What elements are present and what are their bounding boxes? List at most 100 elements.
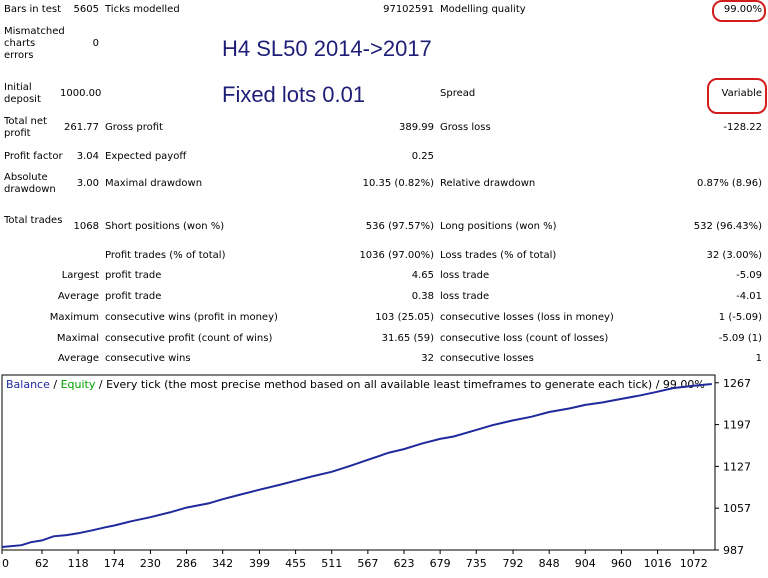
annotation-lots: Fixed lots 0.01 xyxy=(222,82,366,107)
report-row-7-v3: 32 (3.00%) xyxy=(706,250,762,261)
report-row-0-v1: 5605 xyxy=(73,4,99,15)
report-row-2-c3: Spread xyxy=(440,88,476,99)
x-tick-label: 1016 xyxy=(644,557,672,570)
report-row-5-c1: Absolute drawdown xyxy=(4,172,56,195)
report-row-11-c2: consecutive profit (count of wins) xyxy=(105,333,273,344)
x-tick-label: 567 xyxy=(357,557,378,570)
x-tick-label: 399 xyxy=(249,557,270,570)
report-row-6-c1: Total trades xyxy=(4,215,63,226)
report-row-6-c2: Short positions (won %) xyxy=(105,221,225,232)
legend-balance: Balance xyxy=(6,378,50,391)
report-row-10-v2: 103 (25.05) xyxy=(375,312,434,323)
report-row-11-c3: consecutive loss (count of losses) xyxy=(440,333,609,344)
x-tick-label: 174 xyxy=(104,557,125,570)
report-row-5-v3: 0.87% (8.96) xyxy=(696,178,762,189)
x-axis: 0 62 118 174 230 286 342 399 455 511 567 623 679 735 7… xyxy=(1,550,708,570)
x-tick-label: 342 xyxy=(212,557,233,570)
balance-chart: Balance / Equity / Every tick (the most … xyxy=(0,374,768,574)
report-row-9-v2: 0.38 xyxy=(411,291,434,302)
report-row-0-c3: Modelling quality xyxy=(440,4,526,15)
report-row-3-v1: 261.77 xyxy=(64,122,99,133)
report-row-12-c3: consecutive losses xyxy=(440,353,534,364)
report-row-6-v3: 532 (96.43%) xyxy=(693,221,762,232)
x-tick-label: 848 xyxy=(539,557,560,570)
report-row-7-c3: Loss trades (% of total) xyxy=(440,250,557,261)
legend-description: / Every tick (the most precise method ba… xyxy=(95,378,705,391)
x-tick-label: 904 xyxy=(575,557,596,570)
report-row-2-v3: Variable xyxy=(721,88,763,99)
report-row-12-v1: Average xyxy=(57,353,99,364)
report-row-5-c2: Maximal drawdown xyxy=(105,178,203,189)
report-row-9-v1: Average xyxy=(57,291,99,302)
report-row-5-v1: 3.00 xyxy=(76,178,99,189)
report-row-0-v2: 97102591 xyxy=(383,4,434,15)
x-tick-label: 455 xyxy=(285,557,306,570)
annotation-title: H4 SL50 2014->2017 xyxy=(222,36,432,61)
report-row-6-c3: Long positions (won %) xyxy=(440,221,557,232)
report-row-8-v1: Largest xyxy=(61,270,99,281)
report-row-11-v2: 31.65 (59) xyxy=(381,333,434,344)
report-row-0-v3: 99.00% xyxy=(723,4,762,15)
report-row-3-c1: Total net profit xyxy=(4,116,47,139)
chart-legend: Balance / Equity / Every tick (the most … xyxy=(6,378,705,391)
x-tick-label: 230 xyxy=(140,557,161,570)
report-row-3-c3: Gross loss xyxy=(440,122,491,133)
y-tick-label: 987 xyxy=(723,544,744,557)
x-tick-label: 623 xyxy=(393,557,414,570)
report-row-9-v3: -4.01 xyxy=(736,291,762,302)
report-row-7-v2: 1036 (97.00%) xyxy=(359,250,434,261)
modelling-quality-highlight xyxy=(712,0,766,22)
report-row-8-v3: -5.09 xyxy=(736,270,762,281)
report-row-10-c2: consecutive wins (profit in money) xyxy=(105,312,278,323)
report-row-6-v1: 1068 xyxy=(73,221,99,232)
y-tick-label: 1267 xyxy=(723,377,751,390)
x-tick-label: 0 xyxy=(2,557,9,570)
balance-series-line xyxy=(1,383,712,548)
report-row-8-v2: 4.65 xyxy=(411,270,434,281)
x-tick-label: 960 xyxy=(611,557,632,570)
x-tick-label: 792 xyxy=(503,557,524,570)
report-row-12-v3: 1 xyxy=(755,353,762,364)
report-row-8-c3: loss trade xyxy=(440,270,490,281)
report-row-5-v2: 10.35 (0.82%) xyxy=(362,178,434,189)
x-tick-label: 679 xyxy=(430,557,451,570)
report-row-10-v3: 1 (-5.09) xyxy=(718,312,762,323)
report-row-3-v3: -128.22 xyxy=(723,122,762,133)
report-row-1-v1: 0 xyxy=(92,38,99,49)
report-row-4-v1: 3.04 xyxy=(76,151,99,162)
report-row-11-v3: -5.09 (1) xyxy=(718,333,762,344)
report-row-3-c2: Gross profit xyxy=(105,122,163,133)
legend-equity: Equity xyxy=(61,378,96,391)
report-row-11-v1: Maximal xyxy=(56,333,99,344)
legend-sep: / xyxy=(50,378,61,391)
y-tick-label: 1127 xyxy=(723,460,751,473)
x-tick-label: 1072 xyxy=(680,557,708,570)
x-tick-label: 735 xyxy=(466,557,487,570)
report-row-10-c3: consecutive losses (loss in money) xyxy=(440,312,614,323)
report-row-4-v2: 0.25 xyxy=(411,151,434,162)
report-row-1-c1: Mismatched charts errors xyxy=(4,26,65,61)
y-axis: 987 1057 1127 1197 1267 xyxy=(715,377,751,557)
test-report-table: Bars in test 5605 Ticks modelled 97102591 Mo… xyxy=(4,4,763,364)
y-tick-label: 1197 xyxy=(723,419,751,432)
report-row-12-c2: consecutive wins xyxy=(105,353,191,364)
report-row-5-c3: Relative drawdown xyxy=(440,178,536,189)
report-row-9-c3: loss trade xyxy=(440,291,490,302)
balance-chart-svg: Balance / Equity / Every tick (the most … xyxy=(1,374,751,570)
report-row-0-c2: Ticks modelled xyxy=(105,4,180,15)
report-row-2-c1: Initial deposit xyxy=(4,82,41,105)
y-tick-label: 1057 xyxy=(723,502,751,515)
x-tick-label: 118 xyxy=(68,557,89,570)
report-row-12-v2: 32 xyxy=(421,353,434,364)
report-row-4-c1: Profit factor xyxy=(4,151,63,162)
x-tick-label: 286 xyxy=(176,557,197,570)
report-row-0-c1: Bars in test xyxy=(4,4,61,15)
report-row-9-c2: profit trade xyxy=(105,291,162,302)
report-row-2-v1: 1000.00 xyxy=(60,88,102,99)
report-row-7-c2: Profit trades (% of total) xyxy=(105,250,226,261)
report-row-8-c2: profit trade xyxy=(105,270,162,281)
report-row-10-v1: Maximum xyxy=(49,312,99,323)
report-row-3-v2: 389.99 xyxy=(399,122,434,133)
report-row-4-c2: Expected payoff xyxy=(105,151,187,162)
x-tick-label: 511 xyxy=(321,557,342,570)
